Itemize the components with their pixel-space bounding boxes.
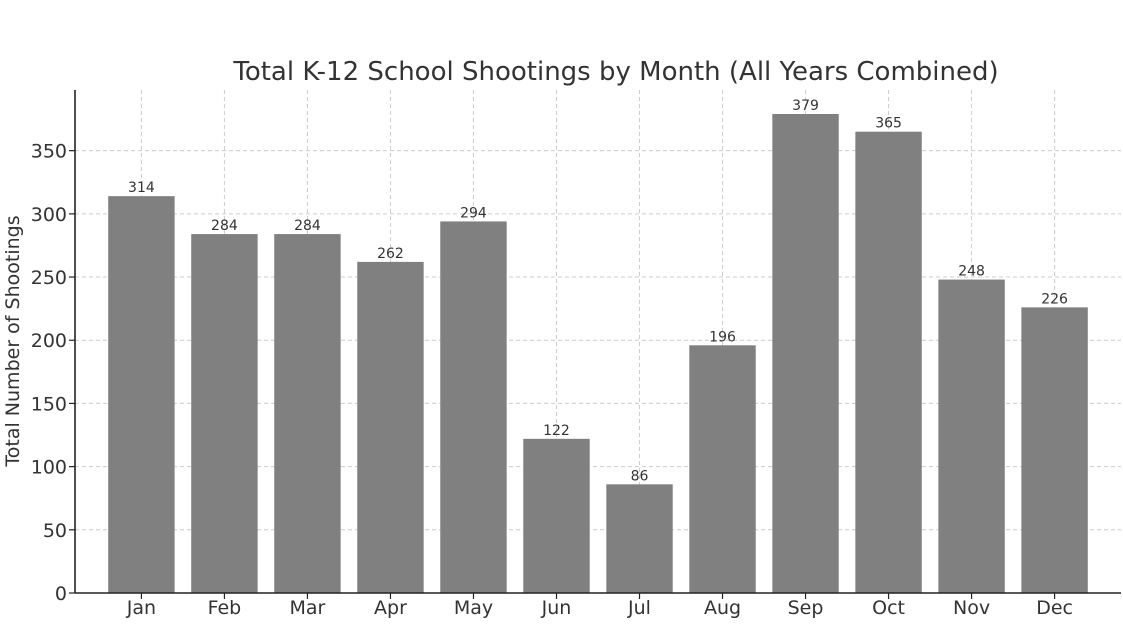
x-tick-label-may: May [454,597,493,619]
axis-layer: 0 50 100 150 200 250 300 350 Jan Feb Mar Apr May Jun J… [31,90,1121,619]
y-axis-label: Total Number of Shootings [2,215,24,467]
bar-apr [357,261,424,593]
data-label-oct: 365 [875,116,902,132]
data-label-aug: 196 [709,329,736,345]
bar-may [440,221,507,593]
bar-jul [606,484,673,593]
bar-sep [772,114,839,593]
bar-layer [108,114,1088,593]
x-tick-label-aug: Aug [704,597,741,619]
x-tick-label-jul: Jul [627,597,651,619]
x-tick-label-mar: Mar [290,597,326,619]
bar-oct [855,131,922,593]
y-tick-label: 50 [43,520,67,542]
y-tick-label: 100 [31,457,67,479]
x-tick-label-jun: Jun [541,597,572,619]
y-tick-label: 200 [31,330,67,352]
x-tick-label-jan: Jan [126,597,156,619]
bar-mar [274,234,341,593]
data-label-layer: 314 284 284 262 294 122 86 196 379 365 248 226 [128,98,1068,484]
x-tick-label-nov: Nov [953,597,990,619]
bar-feb [191,234,258,593]
data-label-jan: 314 [128,180,155,196]
bar-jan [108,196,175,593]
y-tick-label: 350 [31,141,67,163]
y-tick-label: 0 [55,583,67,605]
data-label-apr: 262 [377,246,404,262]
bar-dec [1021,307,1088,593]
x-tick-label-feb: Feb [208,597,242,619]
bar-nov [938,279,1005,593]
data-label-jun: 122 [543,423,570,439]
x-tick-label-sep: Sep [788,597,824,619]
data-label-may: 294 [460,205,487,221]
x-tick-label-oct: Oct [872,597,905,619]
data-label-dec: 226 [1041,291,1068,307]
x-tick-label-apr: Apr [374,597,407,619]
y-tick-label: 250 [31,267,67,289]
data-label-sep: 379 [792,98,819,114]
y-tick-label: 150 [31,393,67,415]
y-tick-label: 300 [31,204,67,226]
bar-aug [689,345,756,593]
bar-jun [523,438,590,593]
data-label-feb: 284 [211,218,238,234]
data-label-nov: 248 [958,264,985,280]
chart-title: Total K-12 School Shootings by Month (Al… [232,57,998,87]
data-label-mar: 284 [294,218,321,234]
x-tick-label-dec: Dec [1036,597,1073,619]
data-label-jul: 86 [631,468,649,484]
